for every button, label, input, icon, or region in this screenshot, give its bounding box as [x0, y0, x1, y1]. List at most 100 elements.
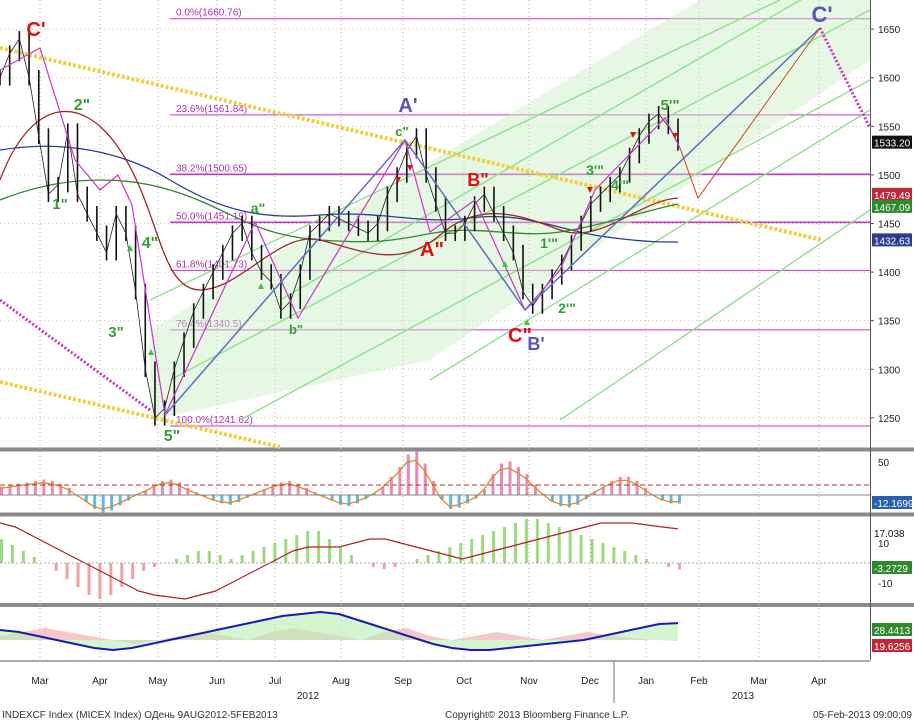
- price-tag-1-bg: [872, 187, 912, 201]
- osc2-tag-0-bg: [872, 526, 912, 539]
- osc2-bar-26: [284, 539, 288, 563]
- osc1-bar-40: [339, 495, 342, 505]
- osc2-bar-44: [481, 535, 485, 563]
- osc1-bar-53: [449, 495, 453, 509]
- x-tick-label-6: Sep: [394, 676, 412, 687]
- panel-2-bg: [0, 517, 870, 603]
- fib-label-2: 38.2%(1500.65): [176, 163, 247, 174]
- osc2-bar-50: [546, 523, 550, 563]
- osc1-bar-72: [610, 481, 614, 495]
- osc1-bar-31: [262, 489, 266, 495]
- price-line: [0, 37, 679, 419]
- osc2-tag-1-bg: [872, 561, 912, 574]
- osc3-tag-0-bg: [872, 623, 912, 636]
- osc2-bar-16: [174, 559, 178, 563]
- osc2-bar-3: [32, 557, 36, 563]
- x-tick-label-12: Mar: [750, 676, 768, 687]
- wave-label-10: A": [420, 239, 444, 261]
- wave-label-14: 1'": [540, 235, 558, 251]
- ma-green: [0, 179, 679, 243]
- osc2-bar-6: [65, 563, 69, 579]
- osc2-bar-11: [120, 563, 124, 587]
- osc1-bar-34: [288, 481, 292, 495]
- osc1-bar-59: [500, 463, 504, 495]
- osc1-bar-52: [440, 495, 444, 500]
- wave-label-7: b": [289, 322, 303, 337]
- x-tick-label-3: Jun: [209, 676, 225, 687]
- x-tick-label-1: Apr: [92, 676, 108, 687]
- osc2-bar-54: [590, 539, 594, 563]
- osc1-bar-32: [271, 485, 275, 495]
- price-tag-2-bg: [872, 199, 912, 213]
- osc1-bar-70: [593, 492, 597, 495]
- osc1-bar-26: [220, 495, 224, 504]
- fib-label-4: 61.8%(1401.73): [176, 259, 247, 270]
- year-label-0: 2012: [297, 691, 320, 702]
- osc1-signal: [0, 459, 679, 510]
- osc1-bar-55: [466, 495, 470, 504]
- osc2-bar-19: [207, 551, 211, 563]
- osc1-bar-13: [110, 495, 114, 511]
- osc1-bar-63: [533, 484, 537, 495]
- osc1-bar-39: [330, 495, 334, 501]
- osc1-bar-2: [16, 483, 20, 495]
- osc1-bar-50: [423, 463, 427, 495]
- osc1-bar-0: [0, 486, 3, 495]
- osc1-bar-35: [296, 483, 300, 495]
- footer-center: Copyright© 2013 Bloomberg Finance L.P.: [445, 710, 629, 721]
- wave-label-6: a": [251, 200, 265, 216]
- price-tick-label-3: 1400: [878, 268, 901, 279]
- channel-line-1: [169, 9, 871, 381]
- osc1-bar-28: [237, 495, 241, 502]
- x-axis: Mar Apr May Jun Jul Aug Sep Oct Nov Dec Jan Feb Mar A…: [0, 660, 870, 703]
- osc2-bar-22: [240, 555, 244, 563]
- wave-label-18: 5'": [660, 97, 679, 114]
- osc2-bar-25: [273, 543, 277, 563]
- year-label-1: 2013: [732, 691, 755, 702]
- osc1-bar-48: [406, 454, 410, 495]
- osc2-bar-51: [557, 527, 561, 563]
- osc2-bar-30: [328, 539, 332, 563]
- osc1-bar-71: [601, 486, 605, 495]
- osc1-tag-bg: [872, 496, 912, 509]
- x-tick-label-10: Jan: [638, 676, 654, 687]
- osc1-bar-78: [661, 495, 665, 501]
- osc2-bar-45: [492, 531, 496, 563]
- osc2-bar-1: [10, 545, 14, 563]
- channel-line-5: [279, 0, 802, 301]
- osc1-bars: [0, 451, 681, 513]
- magenta-line-right: [818, 27, 872, 129]
- osc1-bar-4: [33, 481, 37, 495]
- wave-label-11: B": [467, 170, 489, 190]
- wave-label-19: C': [811, 2, 832, 27]
- panel-3-bg: [0, 607, 870, 660]
- signal-arrow-3: [395, 177, 401, 183]
- osc1-bar-73: [618, 476, 622, 495]
- price-tick-label-0: 1250: [878, 414, 901, 425]
- signal-arrow-6: [587, 187, 593, 193]
- fib-label-6: 100.0%(1241.62): [176, 415, 253, 426]
- osc1-bar-14: [118, 495, 122, 506]
- osc2-bar-47: [513, 523, 517, 563]
- osc2: [0, 519, 681, 600]
- magenta-line-left: [0, 298, 151, 412]
- wave-label-13: B': [527, 334, 544, 354]
- osc2-bar-20: [218, 555, 222, 563]
- osc2-bar-46: [503, 527, 507, 563]
- x-tick-label-4: Jul: [269, 676, 282, 687]
- osc1-bar-8: [67, 488, 71, 495]
- x-tick-label-0: Mar: [31, 676, 49, 687]
- price-tag-3-bg: [872, 233, 912, 247]
- osc1-bar-45: [381, 486, 385, 495]
- osc2-bar-48: [524, 519, 528, 563]
- osc1-tag: -12.1699: [874, 499, 914, 510]
- osc2-bar-36: [393, 563, 397, 567]
- osc1-bar-1: [8, 485, 12, 495]
- osc2-bar-58: [634, 555, 638, 563]
- osc1-bar-21: [177, 482, 181, 495]
- osc2-bar-43: [470, 539, 474, 563]
- wave-label-2: 1": [52, 196, 67, 213]
- osc2-bar-2: [21, 551, 25, 563]
- osc2-bar-38: [415, 559, 419, 563]
- osc2-bar-24: [262, 547, 266, 563]
